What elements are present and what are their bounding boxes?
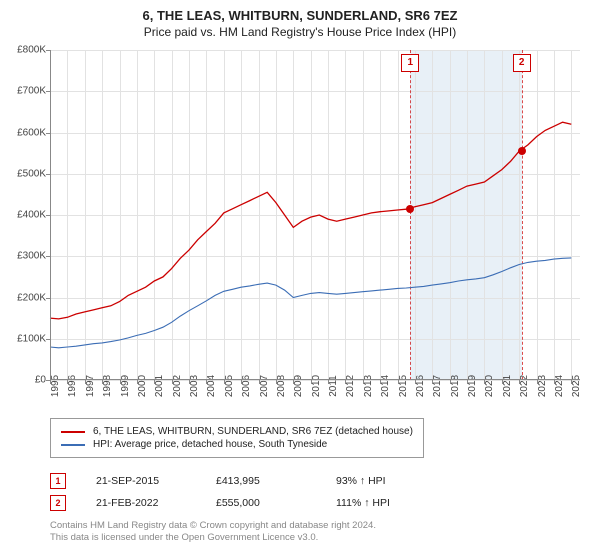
sale-notes: 1 21-SEP-2015 £413,995 93% ↑ HPI 2 21-FEB-202…	[50, 470, 426, 514]
sale-note-price: £555,000	[216, 497, 306, 509]
legend-label: HPI: Average price, detached house, Sout…	[93, 439, 327, 450]
sale-note-pct: 93% ↑ HPI	[336, 475, 426, 487]
sale-note-id: 2	[50, 495, 66, 511]
sale-note-date: 21-SEP-2015	[96, 475, 186, 487]
footer-line: Contains HM Land Registry data © Crown c…	[50, 520, 376, 532]
y-tick-label: £400K	[17, 210, 46, 221]
sale-marker-label: 1	[401, 54, 419, 72]
series-svg	[50, 50, 580, 380]
legend-row: HPI: Average price, detached house, Sout…	[61, 438, 413, 451]
sale-note-pct: 111% ↑ HPI	[336, 497, 426, 509]
sale-note-row: 2 21-FEB-2022 £555,000 111% ↑ HPI	[50, 492, 426, 514]
footer-line: This data is licensed under the Open Gov…	[50, 532, 376, 544]
legend-swatch	[61, 431, 85, 433]
legend: 6, THE LEAS, WHITBURN, SUNDERLAND, SR6 7…	[50, 418, 424, 458]
y-tick-label: £0	[35, 375, 46, 386]
chart-container: 6, THE LEAS, WHITBURN, SUNDERLAND, SR6 7…	[0, 0, 600, 560]
series-price_paid	[50, 122, 571, 319]
legend-label: 6, THE LEAS, WHITBURN, SUNDERLAND, SR6 7…	[93, 426, 413, 437]
y-tick-label: £600K	[17, 127, 46, 138]
y-tick-label: £300K	[17, 251, 46, 262]
sale-marker-dot	[518, 147, 526, 155]
y-tick-label: £100K	[17, 333, 46, 344]
attribution-footer: Contains HM Land Registry data © Crown c…	[50, 520, 376, 545]
chart-title: 6, THE LEAS, WHITBURN, SUNDERLAND, SR6 7…	[0, 0, 600, 23]
sale-note-date: 21-FEB-2022	[96, 497, 186, 509]
legend-swatch	[61, 444, 85, 446]
sale-marker-dot	[406, 205, 414, 213]
sale-note-price: £413,995	[216, 475, 306, 487]
legend-row: 6, THE LEAS, WHITBURN, SUNDERLAND, SR6 7…	[61, 425, 413, 438]
plot-area: £0£100K£200K£300K£400K£500K£600K£700K£80…	[50, 50, 580, 380]
sale-marker-label: 2	[513, 54, 531, 72]
chart-subtitle: Price paid vs. HM Land Registry's House …	[0, 23, 600, 45]
series-hpi	[50, 258, 571, 348]
sale-note-row: 1 21-SEP-2015 £413,995 93% ↑ HPI	[50, 470, 426, 492]
y-tick-label: £200K	[17, 292, 46, 303]
y-tick-label: £500K	[17, 168, 46, 179]
y-tick-label: £800K	[17, 45, 46, 56]
sale-note-id: 1	[50, 473, 66, 489]
y-tick-label: £700K	[17, 86, 46, 97]
